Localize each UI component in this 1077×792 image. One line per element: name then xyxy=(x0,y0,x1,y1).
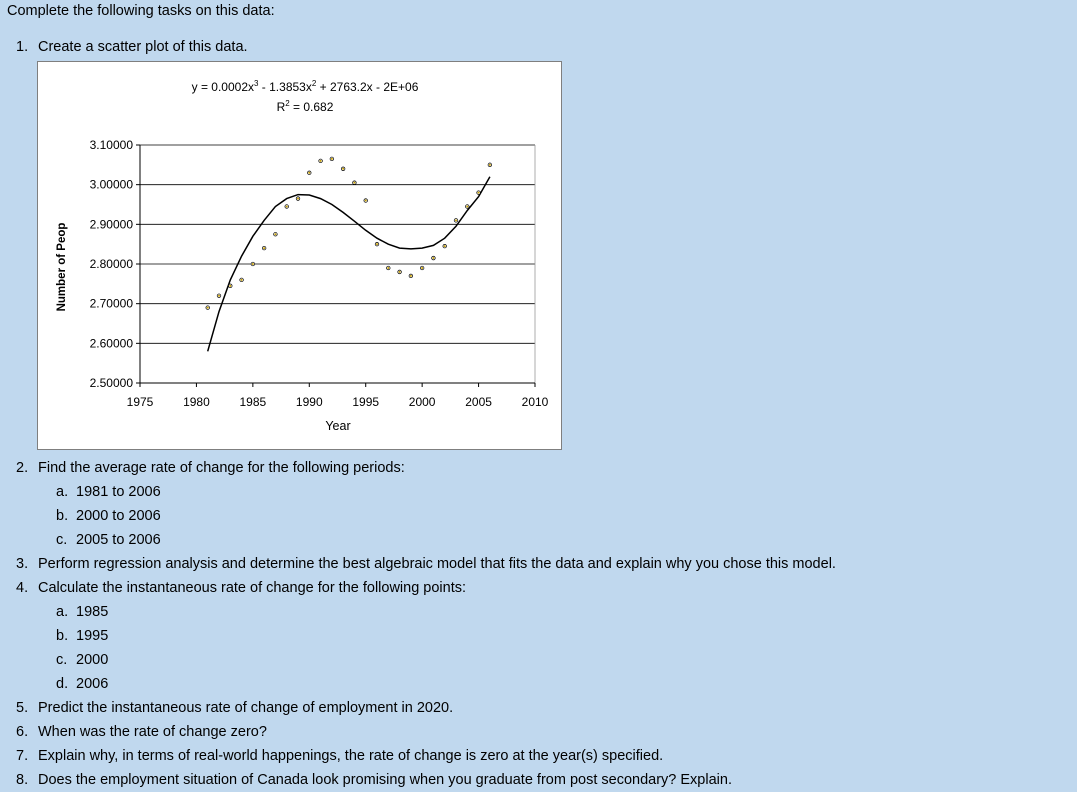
item-letter: d. xyxy=(56,676,69,692)
task-number: 5. xyxy=(16,700,29,716)
data-point-fill xyxy=(387,266,390,269)
trendline xyxy=(206,176,491,352)
task-2b: b. 2000 to 2006 xyxy=(56,508,161,524)
task-6: 6. When was the rate of change zero? xyxy=(16,724,267,740)
item-text: 2006 xyxy=(76,676,109,692)
x-tick-label: 2000 xyxy=(409,395,436,409)
x-tick-label: 2005 xyxy=(465,395,492,409)
item-letter: b. xyxy=(56,628,69,644)
x-tick-label: 1980 xyxy=(183,395,210,409)
data-point-fill xyxy=(455,219,457,222)
task-4c: c. 2000 xyxy=(56,652,108,668)
task-3: 3. Perform regression analysis and determ… xyxy=(16,556,836,572)
task-text: Perform regression analysis and determin… xyxy=(38,556,836,572)
data-point-fill xyxy=(206,306,209,309)
x-tick-label: 1985 xyxy=(240,395,267,409)
item-text: 2000 xyxy=(76,652,109,668)
instructions-heading: Complete the following tasks on this dat… xyxy=(7,3,275,19)
y-tick-label: 2.50000 xyxy=(90,376,134,390)
trendline-equation: y = 0.0002x3 - 1.3853x2 + 2763.2x - 2E+0… xyxy=(192,79,419,94)
data-point-fill xyxy=(421,266,424,269)
axes xyxy=(136,144,536,387)
data-point-fill xyxy=(319,159,322,162)
data-point-fill xyxy=(364,199,367,202)
data-point-fill xyxy=(488,163,491,166)
task-text: Create a scatter plot of this data. xyxy=(38,39,248,55)
data-point-fill xyxy=(409,274,412,277)
task-text: Does the employment situation of Canada … xyxy=(38,772,732,788)
task-4: 4. Calculate the instantaneous rate of ch… xyxy=(16,580,466,596)
x-tick-label: 1990 xyxy=(296,395,323,409)
data-point-fill xyxy=(251,263,254,265)
data-point-fill xyxy=(342,167,345,170)
task-2c: c. 2005 to 2006 xyxy=(56,532,161,548)
item-letter: b. xyxy=(56,508,69,524)
task-2: 2. Find the average rate of change for th… xyxy=(16,460,405,476)
data-point-fill xyxy=(297,197,299,200)
task-8: 8. Does the employment situation of Canad… xyxy=(16,772,732,788)
r-squared: R2 = 0.682 xyxy=(277,99,334,114)
x-tick-label: 2010 xyxy=(522,395,549,409)
item-text: 2000 to 2006 xyxy=(76,508,161,524)
item-letter: a. xyxy=(56,604,69,620)
task-text: Explain why, in terms of real-world happ… xyxy=(38,748,664,764)
task-4b: b. 1995 xyxy=(56,628,108,644)
polynomial-trendline xyxy=(206,176,491,352)
y-tick-label: 3.10000 xyxy=(90,138,134,152)
data-point-fill xyxy=(398,270,401,273)
item-letter: c. xyxy=(56,652,68,668)
data-point-fill xyxy=(466,205,469,208)
data-point-fill xyxy=(263,247,266,250)
task-number: 4. xyxy=(16,580,29,596)
task-1: 1. Create a scatter plot of this data. xyxy=(16,39,248,55)
task-4d: d. 2006 xyxy=(56,676,108,692)
data-point-fill xyxy=(285,205,288,208)
task-text: When was the rate of change zero? xyxy=(38,724,267,740)
y-tick-label: 2.80000 xyxy=(90,257,134,271)
task-7: 7. Explain why, in terms of real-world ha… xyxy=(16,748,663,764)
data-point-fill xyxy=(353,181,356,184)
x-tick-label: 1995 xyxy=(352,395,379,409)
task-text: Find the average rate of change for the … xyxy=(38,460,405,476)
data-point-fill xyxy=(308,171,311,174)
chart-svg: 2.50000 2.60000 2.70000 2.80000 2.90000 3.000… xyxy=(56,79,549,433)
task-number: 2. xyxy=(16,460,29,476)
item-text: 1995 xyxy=(76,628,109,644)
tick-labels: 2.50000 2.60000 2.70000 2.80000 2.90000 3.000… xyxy=(90,138,549,409)
data-points xyxy=(205,156,493,310)
y-axis-label: Number of Peop xyxy=(56,223,68,312)
item-text: 1985 xyxy=(76,604,109,620)
data-point-fill xyxy=(477,191,480,194)
data-point-fill xyxy=(229,284,232,287)
scatter-chart: 2.50000 2.60000 2.70000 2.80000 2.90000 3.000… xyxy=(37,61,562,450)
data-point-fill xyxy=(330,157,333,160)
data-point-fill xyxy=(443,245,446,248)
task-number: 3. xyxy=(16,556,29,572)
task-2a: a. 1981 to 2006 xyxy=(56,484,161,500)
data-point-fill xyxy=(240,278,243,281)
data-point-fill xyxy=(218,294,220,297)
gridlines xyxy=(140,144,536,383)
item-letter: c. xyxy=(56,532,68,548)
y-tick-label: 3.00000 xyxy=(90,178,134,192)
task-text: Predict the instantaneous rate of change… xyxy=(38,700,454,716)
y-tick-label: 2.60000 xyxy=(90,336,134,350)
data-point-fill xyxy=(274,233,277,236)
y-tick-label: 2.90000 xyxy=(90,217,134,231)
task-text: Calculate the instantaneous rate of chan… xyxy=(38,580,467,596)
data-point-fill xyxy=(376,243,378,246)
x-axis-label: Year xyxy=(325,419,350,433)
data-point-fill xyxy=(432,257,435,260)
task-4a: a. 1985 xyxy=(56,604,108,620)
task-5: 5. Predict the instantaneous rate of chan… xyxy=(16,700,453,716)
y-tick-label: 2.70000 xyxy=(90,297,134,311)
item-text: 2005 to 2006 xyxy=(76,532,161,548)
x-tick-label: 1975 xyxy=(127,395,154,409)
task-number: 7. xyxy=(16,748,29,764)
item-letter: a. xyxy=(56,484,69,500)
task-number: 6. xyxy=(16,724,29,740)
task-number: 8. xyxy=(16,772,29,788)
item-text: 1981 to 2006 xyxy=(76,484,161,500)
task-number: 1. xyxy=(16,39,29,55)
